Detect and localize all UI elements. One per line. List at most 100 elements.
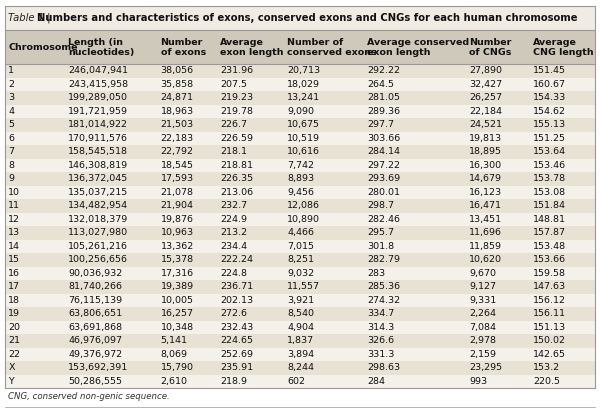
Text: 151.25: 151.25 bbox=[533, 134, 566, 143]
Text: 264.5: 264.5 bbox=[367, 80, 394, 89]
Text: 10,616: 10,616 bbox=[287, 147, 320, 157]
Text: 220.5: 220.5 bbox=[533, 377, 560, 386]
Text: 170,911,576: 170,911,576 bbox=[68, 134, 128, 143]
Text: 50,286,555: 50,286,555 bbox=[68, 377, 122, 386]
Text: 157.87: 157.87 bbox=[533, 228, 566, 237]
Text: 5: 5 bbox=[8, 120, 14, 129]
Text: 16,257: 16,257 bbox=[161, 309, 194, 318]
Text: 232.43: 232.43 bbox=[220, 323, 253, 332]
Text: 236.71: 236.71 bbox=[220, 282, 253, 292]
Bar bbox=[5, 185, 595, 199]
Text: 14,679: 14,679 bbox=[469, 174, 502, 183]
Text: 22: 22 bbox=[8, 350, 20, 359]
Text: 282.46: 282.46 bbox=[367, 215, 400, 224]
Text: 21,904: 21,904 bbox=[161, 202, 194, 210]
Bar bbox=[5, 199, 595, 213]
Bar bbox=[5, 118, 595, 132]
Text: 17,316: 17,316 bbox=[161, 269, 194, 278]
Text: 154.33: 154.33 bbox=[533, 93, 566, 102]
Text: 13: 13 bbox=[8, 228, 20, 237]
Text: 16,471: 16,471 bbox=[469, 202, 502, 210]
Bar bbox=[5, 240, 595, 253]
Text: 4,904: 4,904 bbox=[287, 323, 314, 332]
Text: 9,456: 9,456 bbox=[287, 188, 314, 197]
Text: 10,620: 10,620 bbox=[469, 255, 502, 264]
Text: 10,348: 10,348 bbox=[161, 323, 194, 332]
Text: 2,610: 2,610 bbox=[161, 377, 188, 386]
Text: 24,871: 24,871 bbox=[161, 93, 194, 102]
Text: 218.9: 218.9 bbox=[220, 377, 247, 386]
Text: 284: 284 bbox=[367, 377, 385, 386]
Text: 11,557: 11,557 bbox=[287, 282, 320, 292]
Text: 153.48: 153.48 bbox=[533, 242, 566, 251]
Text: 153.78: 153.78 bbox=[533, 174, 566, 183]
Text: 15,378: 15,378 bbox=[161, 255, 194, 264]
Text: Number
of exons: Number of exons bbox=[161, 38, 206, 57]
Text: 10: 10 bbox=[8, 188, 20, 197]
Text: 135,037,215: 135,037,215 bbox=[68, 188, 128, 197]
Text: 246,047,941: 246,047,941 bbox=[68, 66, 128, 75]
Text: 9,670: 9,670 bbox=[469, 269, 496, 278]
Text: 272.6: 272.6 bbox=[220, 309, 247, 318]
Text: 3: 3 bbox=[8, 93, 14, 102]
Text: 9,090: 9,090 bbox=[287, 107, 314, 116]
Bar bbox=[5, 334, 595, 348]
Text: Length (in
nucleotides): Length (in nucleotides) bbox=[68, 38, 134, 57]
Text: 142.65: 142.65 bbox=[533, 350, 566, 359]
Text: 314.3: 314.3 bbox=[367, 323, 395, 332]
Text: 32,427: 32,427 bbox=[469, 80, 502, 89]
Text: 134,482,954: 134,482,954 bbox=[68, 202, 128, 210]
Text: 19,876: 19,876 bbox=[161, 215, 194, 224]
Text: 292.22: 292.22 bbox=[367, 66, 400, 75]
Text: 191,721,959: 191,721,959 bbox=[68, 107, 128, 116]
Text: 20: 20 bbox=[8, 323, 20, 332]
Bar bbox=[5, 132, 595, 145]
Text: 219.78: 219.78 bbox=[220, 107, 253, 116]
Text: 4: 4 bbox=[8, 107, 14, 116]
Text: 11: 11 bbox=[8, 202, 20, 210]
Text: Number of
conserved exons: Number of conserved exons bbox=[287, 38, 377, 57]
Text: 18,963: 18,963 bbox=[161, 107, 194, 116]
Text: 5,141: 5,141 bbox=[161, 337, 188, 345]
Text: 297.7: 297.7 bbox=[367, 120, 394, 129]
Text: 285.36: 285.36 bbox=[367, 282, 400, 292]
Text: 153.66: 153.66 bbox=[533, 255, 566, 264]
Text: 153,692,391: 153,692,391 bbox=[68, 363, 128, 373]
Text: 295.7: 295.7 bbox=[367, 228, 394, 237]
Text: 8,893: 8,893 bbox=[287, 174, 314, 183]
Text: 90,036,932: 90,036,932 bbox=[68, 269, 122, 278]
Text: 334.7: 334.7 bbox=[367, 309, 395, 318]
Text: 8,540: 8,540 bbox=[287, 309, 314, 318]
Text: 148.81: 148.81 bbox=[533, 215, 566, 224]
Text: 280.01: 280.01 bbox=[367, 188, 400, 197]
Text: 38,056: 38,056 bbox=[161, 66, 194, 75]
Text: 213.2: 213.2 bbox=[220, 228, 247, 237]
Text: 7,015: 7,015 bbox=[287, 242, 314, 251]
Text: 156.12: 156.12 bbox=[533, 296, 566, 305]
Text: 147.63: 147.63 bbox=[533, 282, 566, 292]
Text: 281.05: 281.05 bbox=[367, 93, 400, 102]
Text: 9,127: 9,127 bbox=[469, 282, 496, 292]
Text: 10,890: 10,890 bbox=[287, 215, 320, 224]
Text: Table 1 |: Table 1 | bbox=[8, 13, 54, 24]
Text: 27,890: 27,890 bbox=[469, 66, 502, 75]
Text: 21,078: 21,078 bbox=[161, 188, 194, 197]
Text: 224.9: 224.9 bbox=[220, 215, 247, 224]
Text: 158,545,518: 158,545,518 bbox=[68, 147, 128, 157]
Text: 151.45: 151.45 bbox=[533, 66, 566, 75]
Text: 153.08: 153.08 bbox=[533, 188, 566, 197]
Text: 146,308,819: 146,308,819 bbox=[68, 161, 128, 170]
Text: 81,740,266: 81,740,266 bbox=[68, 282, 122, 292]
Text: 132,018,379: 132,018,379 bbox=[68, 215, 128, 224]
Text: 8: 8 bbox=[8, 161, 14, 170]
Text: 243,415,958: 243,415,958 bbox=[68, 80, 128, 89]
Bar bbox=[5, 64, 595, 78]
Text: 8,069: 8,069 bbox=[161, 350, 188, 359]
Bar bbox=[5, 307, 595, 320]
Text: 3,894: 3,894 bbox=[287, 350, 314, 359]
Text: 226.35: 226.35 bbox=[220, 174, 253, 183]
Text: 2,159: 2,159 bbox=[469, 350, 496, 359]
Text: 22,183: 22,183 bbox=[161, 134, 194, 143]
Text: 153.46: 153.46 bbox=[533, 161, 566, 170]
Text: 22,792: 22,792 bbox=[161, 147, 194, 157]
